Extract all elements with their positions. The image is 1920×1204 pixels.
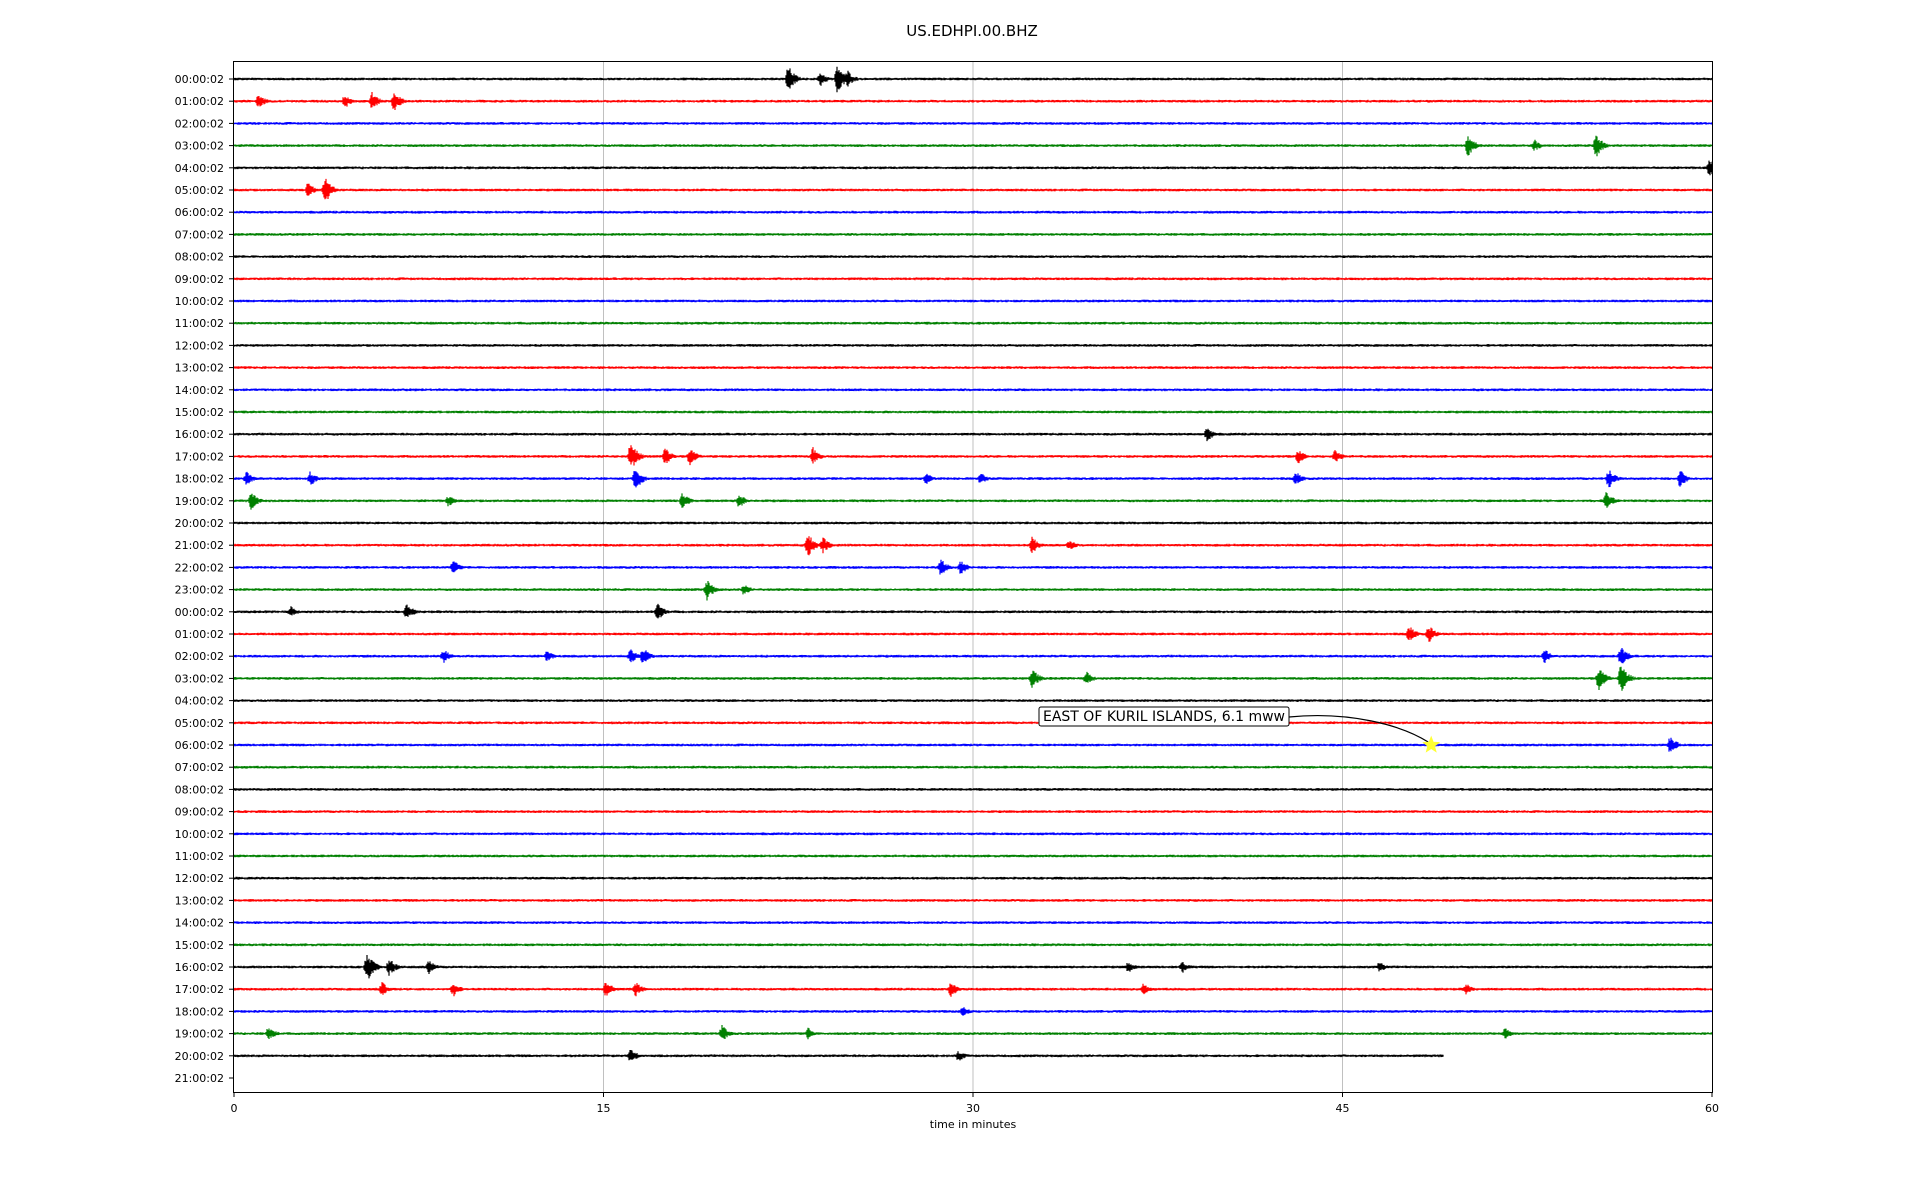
axes-frame xyxy=(233,61,1713,1093)
row-time-label: 17:00:02 xyxy=(175,450,224,463)
row-time-label: 04:00:02 xyxy=(175,695,224,708)
row-time-label: 08:00:02 xyxy=(175,251,224,264)
x-axis-label: time in minutes xyxy=(930,1118,1017,1131)
row-time-label: 14:00:02 xyxy=(175,384,224,397)
row-time-label: 10:00:02 xyxy=(175,828,224,841)
row-labels: 00:00:02 01:00:02 02:00:02 03:00:02 04:00:02… xyxy=(175,73,234,1085)
row-time-label: 13:00:02 xyxy=(175,894,224,907)
row-time-label: 09:00:02 xyxy=(175,273,224,286)
row-time-label: 11:00:02 xyxy=(175,850,224,863)
seismic-trace xyxy=(233,943,1713,947)
row-time-label: 20:00:02 xyxy=(175,517,224,530)
row-time-label: 03:00:02 xyxy=(175,672,224,685)
row-time-label: 19:00:02 xyxy=(175,495,224,508)
row-time-label: 02:00:02 xyxy=(175,117,224,130)
chart-title: US.EDHPI.00.BHZ xyxy=(906,22,1038,40)
row-time-label: 23:00:02 xyxy=(175,584,224,597)
event-star-marker xyxy=(1422,735,1441,753)
row-time-label: 20:00:02 xyxy=(175,1050,224,1063)
event-annotation-group: EAST OF KURIL ISLANDS, 6.1 mww xyxy=(1038,706,1441,753)
row-time-label: 01:00:02 xyxy=(175,628,224,641)
x-tick-label: 0 xyxy=(231,1102,238,1115)
row-time-label: 18:00:02 xyxy=(175,1005,224,1018)
row-time-label: 00:00:02 xyxy=(175,73,224,86)
row-time-label: 18:00:02 xyxy=(175,473,224,486)
x-tick-label: 15 xyxy=(597,1102,611,1115)
annotation-label: EAST OF KURIL ISLANDS, 6.1 mww xyxy=(1043,709,1285,725)
seismic-trace xyxy=(233,1050,1444,1061)
row-time-label: 12:00:02 xyxy=(175,339,224,352)
row-time-label: 03:00:02 xyxy=(175,140,224,153)
annotation-box xyxy=(1038,706,1290,727)
row-time-label: 01:00:02 xyxy=(175,95,224,108)
annotation-arrow xyxy=(1288,714,1429,743)
row-time-label: 16:00:02 xyxy=(175,961,224,974)
x-axis-ticks: 0 15 30 45 60 xyxy=(231,1092,1719,1115)
row-time-label: 10:00:02 xyxy=(175,295,224,308)
seismic-trace xyxy=(233,699,1713,702)
x-tick-label: 45 xyxy=(1336,1102,1350,1115)
row-time-label: 00:00:02 xyxy=(175,606,224,619)
row-time-label: 07:00:02 xyxy=(175,228,224,241)
row-time-label: 22:00:02 xyxy=(175,561,224,574)
row-time-label: 19:00:02 xyxy=(175,1028,224,1041)
row-time-label: 15:00:02 xyxy=(175,939,224,952)
row-time-label: 14:00:02 xyxy=(175,917,224,930)
row-time-label: 05:00:02 xyxy=(175,184,224,197)
x-tick-label: 60 xyxy=(1705,1102,1719,1115)
row-time-label: 06:00:02 xyxy=(175,206,224,219)
row-time-label: 12:00:02 xyxy=(175,872,224,885)
row-time-label: 17:00:02 xyxy=(175,983,224,996)
row-time-label: 08:00:02 xyxy=(175,783,224,796)
row-time-label: 07:00:02 xyxy=(175,761,224,774)
row-time-label: 09:00:02 xyxy=(175,806,224,819)
row-time-label: 13:00:02 xyxy=(175,362,224,375)
row-time-label: 04:00:02 xyxy=(175,162,224,175)
row-time-label: 06:00:02 xyxy=(175,739,224,752)
row-time-label: 11:00:02 xyxy=(175,317,224,330)
x-tick-label: 30 xyxy=(966,1102,980,1115)
row-time-label: 21:00:02 xyxy=(175,1072,224,1085)
grid-lines xyxy=(603,62,1343,1092)
row-time-label: 02:00:02 xyxy=(175,650,224,663)
row-time-label: 05:00:02 xyxy=(175,717,224,730)
row-time-label: 21:00:02 xyxy=(175,539,224,552)
row-time-label: 16:00:02 xyxy=(175,428,224,441)
row-time-label: 15:00:02 xyxy=(175,406,224,419)
